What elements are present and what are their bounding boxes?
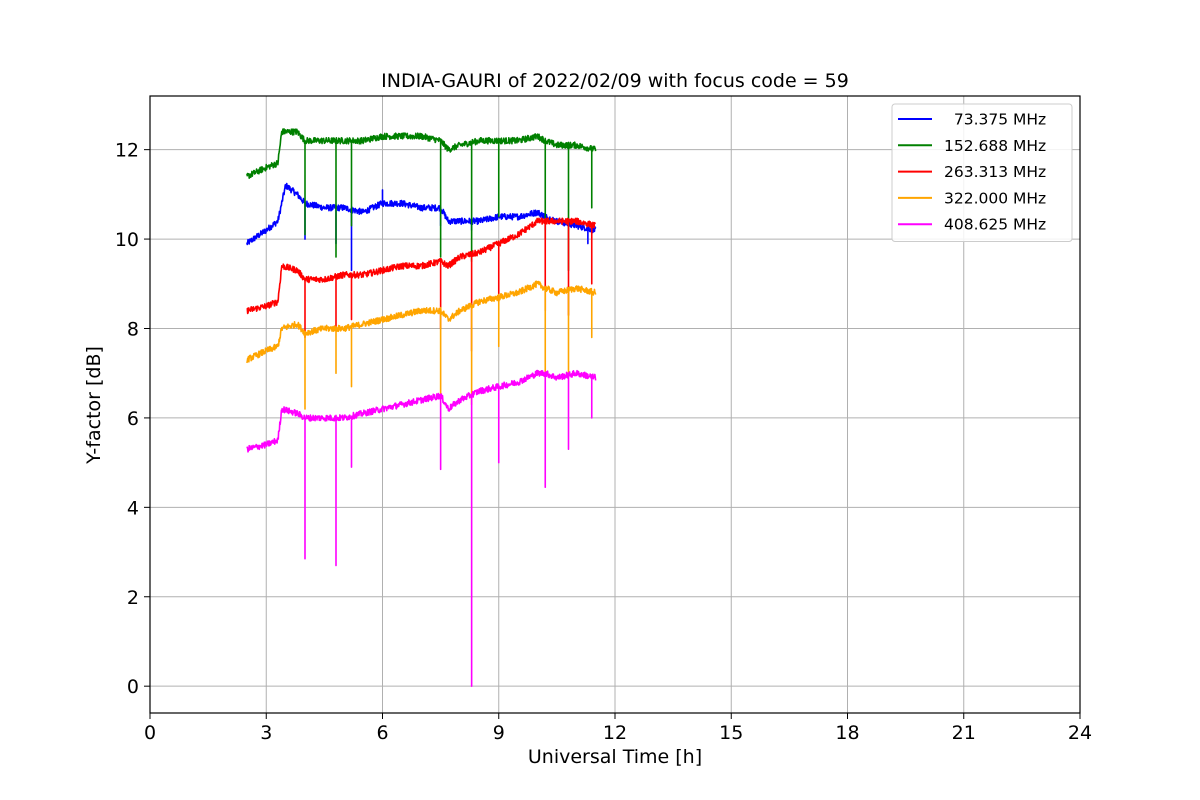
y-tick-label: 2 — [127, 587, 139, 609]
y-tick-label: 0 — [127, 676, 139, 698]
legend-label: 263.313 MHz — [944, 163, 1046, 181]
series-line-0 — [246, 182, 597, 272]
legend-box — [891, 103, 1073, 242]
y-tick-label: 12 — [115, 140, 139, 162]
y-tick-label: 8 — [127, 318, 139, 340]
series-line-1 — [246, 128, 597, 272]
legend-label: 408.625 MHz — [944, 216, 1046, 234]
y-tick-label: 10 — [115, 229, 139, 251]
x-axis-ticks: 0 3 6 9 12 15 18 21 24 — [144, 713, 1092, 744]
y-axis-ticks: 0 2 4 6 8 10 12 — [115, 140, 150, 698]
x-tick-label: 3 — [260, 722, 272, 744]
y-tick-label: 6 — [127, 408, 139, 430]
x-tick-label: 18 — [835, 722, 859, 744]
plot-lines — [246, 128, 597, 687]
legend: 73.375 MHz 152.688 MHz 263.313 MHz 322.000 … — [891, 103, 1073, 242]
x-tick-label: 6 — [376, 722, 388, 744]
series-line-2 — [246, 217, 597, 352]
legend-label: 322.000 MHz — [944, 189, 1046, 207]
legend-label: 152.688 MHz — [944, 137, 1046, 155]
chart-title: INDIA-GAURI of 2022/02/09 with focus cod… — [381, 70, 849, 92]
x-tick-label: 15 — [719, 722, 743, 744]
legend-label: 73.375 MHz — [944, 111, 1046, 129]
x-tick-label: 21 — [952, 722, 976, 744]
y-axis-label: Y-factor [dB] — [83, 346, 105, 465]
x-tick-label: 9 — [493, 722, 505, 744]
x-axis-label: Universal Time [h] — [528, 746, 702, 768]
x-tick-label: 24 — [1068, 722, 1092, 744]
series-line-4 — [246, 369, 597, 687]
x-tick-label: 0 — [144, 722, 156, 744]
y-tick-label: 4 — [127, 497, 139, 519]
x-tick-label: 12 — [603, 722, 627, 744]
series-line-3 — [246, 280, 597, 410]
